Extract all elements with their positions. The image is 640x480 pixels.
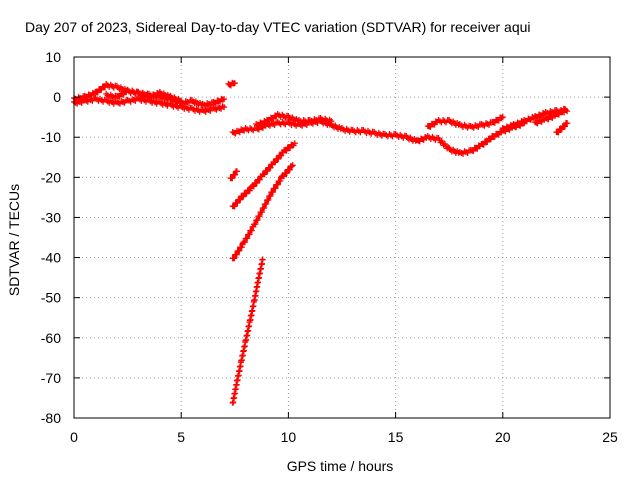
y-tick-label: -30 xyxy=(41,209,61,225)
data-point-markers xyxy=(532,105,568,127)
y-tick-label: -60 xyxy=(41,330,61,346)
data-point-markers xyxy=(225,79,238,89)
data-point-markers xyxy=(229,162,296,262)
y-axis-label: SDTVAR / TECUs xyxy=(6,184,22,296)
grid xyxy=(74,57,610,418)
series-arc-morning-mid xyxy=(103,86,185,105)
data-point-markers xyxy=(103,86,185,105)
x-tick-label: 25 xyxy=(602,429,618,445)
series-arc-short-7h xyxy=(225,79,238,89)
plot-frame xyxy=(73,56,611,419)
series-arc-steep-b xyxy=(229,162,296,262)
data-point-markers xyxy=(229,140,298,210)
series-arc-steep-short xyxy=(227,168,240,182)
y-tick-label: -10 xyxy=(41,129,61,145)
data-point-markers xyxy=(229,117,528,157)
data-point-markers xyxy=(553,120,571,136)
y-tick-label: 10 xyxy=(45,49,61,65)
y-tick-label: -70 xyxy=(41,370,61,386)
x-tick-label: 20 xyxy=(495,429,511,445)
series-arc-long-day xyxy=(229,117,528,157)
series-arc-late-drop xyxy=(553,120,571,136)
y-tick-label: -80 xyxy=(41,410,61,426)
data-points xyxy=(71,79,571,406)
data-point-markers xyxy=(253,111,335,129)
series-arc-late-short xyxy=(532,105,568,127)
x-tick-label: 0 xyxy=(70,429,78,445)
series-arc-steep-c xyxy=(229,256,266,406)
data-point-markers xyxy=(229,256,266,406)
y-tick-label: -50 xyxy=(41,290,61,306)
series-arc-day-upper xyxy=(253,111,335,129)
data-point-markers xyxy=(424,114,506,131)
x-tick-label: 15 xyxy=(388,429,404,445)
chart-title: Day 207 of 2023, Sidereal Day-to-day VTE… xyxy=(25,19,531,35)
data-point-markers xyxy=(227,168,240,182)
x-axis-label: GPS time / hours xyxy=(287,458,394,474)
y-tick-label: -20 xyxy=(41,169,61,185)
y-tick-label: 0 xyxy=(53,89,61,105)
y-tick-label: -40 xyxy=(41,250,61,266)
x-tick-label: 5 xyxy=(177,429,185,445)
series-arc-evening-upper xyxy=(424,114,506,131)
axis-ticks: 0 5 10 15 20 25 10 0 -10 -20 -30 -40 -50 -60 -70 -80 xyxy=(41,49,618,445)
x-tick-label: 10 xyxy=(281,429,297,445)
series-arc-steep-a xyxy=(229,140,298,210)
